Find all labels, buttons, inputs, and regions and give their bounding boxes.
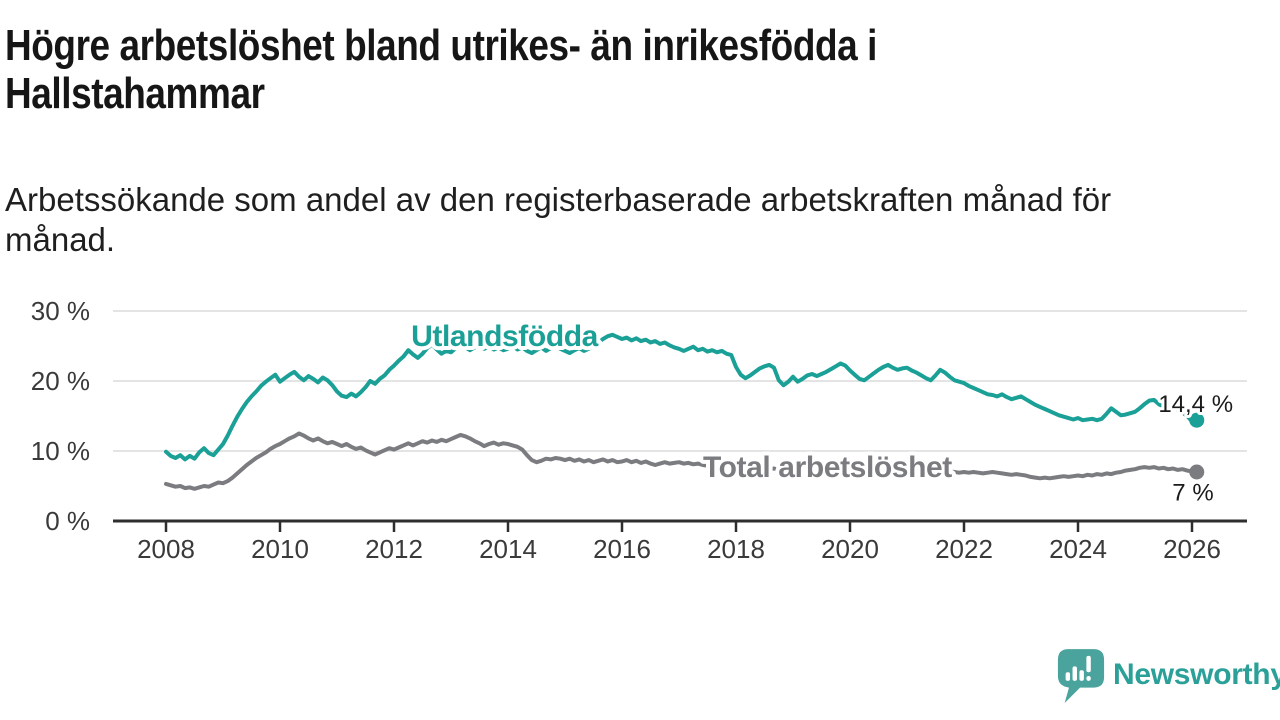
x-axis-tick-label: 2014 bbox=[479, 534, 537, 564]
newsworthy-logo-icon bbox=[1057, 649, 1105, 703]
page-subtitle: Arbetssökande som andel av den registerb… bbox=[5, 181, 1112, 258]
page-title: Högre arbetslöshet bland utrikes- än inr… bbox=[5, 21, 877, 118]
y-axis-tick-label: 30 % bbox=[31, 296, 90, 326]
series-line-total-arbetsloshet bbox=[164, 431, 1199, 491]
x-axis-tick-label: 2016 bbox=[593, 534, 651, 564]
series-line-utlandsfodda bbox=[164, 332, 1199, 462]
x-axis-tick-label: 2022 bbox=[935, 534, 993, 564]
series-end-value-label-utlandsfodda: 14,4 % bbox=[1158, 391, 1233, 418]
y-axis-tick-label: 20 % bbox=[31, 366, 90, 396]
x-axis-tick-label: 2018 bbox=[707, 534, 765, 564]
series-label-utlandsfodda: Utlandsfödda bbox=[411, 320, 599, 353]
x-axis-tick-label: 2020 bbox=[821, 534, 879, 564]
x-axis-tick-label: 2012 bbox=[365, 534, 423, 564]
y-axis-tick-label: 10 % bbox=[31, 436, 90, 466]
series-end-dot-total-arbetsloshet bbox=[1189, 464, 1205, 480]
x-axis-tick-label: 2008 bbox=[137, 534, 195, 564]
series-end-value-label-total-arbetsloshet: 7 % bbox=[1172, 480, 1213, 507]
newsworthy-logo: Newsworthy bbox=[1056, 646, 1280, 708]
brand-name: Newsworthy bbox=[1113, 658, 1280, 691]
x-axis-tick-label: 2024 bbox=[1049, 534, 1107, 564]
logo-bars-icon bbox=[1065, 655, 1091, 681]
series-end-dot-utlandsfodda bbox=[1189, 412, 1205, 428]
series-label-total-arbetsloshet: Total arbetslöshet bbox=[703, 451, 952, 484]
x-axis-tick-label: 2010 bbox=[251, 534, 309, 564]
x-axis-tick-label: 2026 bbox=[1163, 534, 1221, 564]
y-axis-tick-label: 0 % bbox=[45, 506, 90, 536]
